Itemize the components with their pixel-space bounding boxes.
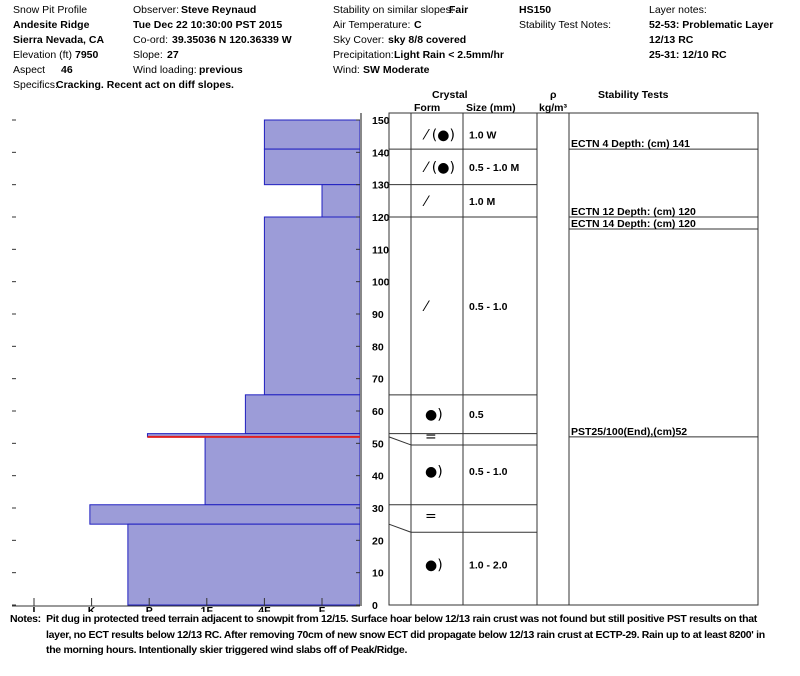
crystal-form-symbol: ⁄ (422, 194, 430, 210)
specifics-label: Specifics: (13, 79, 58, 91)
slope: 27 (167, 49, 179, 61)
stability-test-label: ECTN 4 Depth: (cm) 141 (571, 138, 690, 150)
y-tick-label: 40 (372, 471, 384, 483)
crystal-form-symbol: ●) (425, 464, 443, 480)
y-tick-label: 110 (372, 244, 389, 256)
aspect-label: Aspect (13, 64, 46, 76)
notes-text: Pit dug in protected treed terrain adjac… (46, 613, 765, 656)
crystal-form-symbol: = (425, 429, 437, 445)
stability-label: Stability on similar slopes: (333, 4, 454, 16)
y-tick-label: 60 (372, 406, 384, 418)
y-tick-label: 30 (372, 503, 384, 515)
hardness-tick-label: 4F (258, 605, 271, 612)
layer-connector (388, 436, 412, 446)
layer-connector (388, 523, 412, 533)
snow-profile-chart: 0 10 20 30 40 50 60 70 80 90 100 110 120 130 140 150 I K P… (12, 112, 759, 612)
precip: Light Rain < 2.5mm/hr (394, 49, 504, 61)
air-temp: C (414, 19, 422, 31)
y-tick-label: 100 (372, 277, 390, 289)
title: Snow Pit Profile (13, 4, 88, 16)
observer: Steve Reynaud (181, 4, 257, 16)
crystal-size: 0.5 - 1.0 (469, 466, 508, 478)
air-temp-label: Air Temperature: (333, 19, 411, 31)
crystal-size: 0.5 - 1.0 M (469, 162, 519, 174)
y-tick-label: 130 (372, 180, 390, 192)
notes-label: Notes: (10, 613, 41, 625)
slope-label: Slope: (133, 49, 163, 61)
layer-note: 25-31: 12/10 RC (649, 49, 727, 61)
coord: 39.35036 N 120.36339 W (172, 34, 292, 46)
y-tick-label: 90 (372, 309, 384, 321)
rho-header: ρ (550, 89, 557, 101)
crystal-form-symbol: = (425, 508, 437, 524)
crystal-header: Crystal (432, 89, 468, 101)
region: Sierra Nevada, CA (13, 34, 105, 46)
sky: sky 8/8 covered (388, 34, 467, 46)
hardness-tick-label: K (88, 605, 96, 612)
crystal-form-symbol: ●) (425, 407, 443, 423)
stability-test-label: ECTN 14 Depth: (cm) 120 (571, 218, 696, 230)
hardness-tick-label: 1F (201, 605, 214, 612)
wind: SW Moderate (363, 64, 430, 76)
y-tick-label: 140 (372, 147, 390, 159)
crystal-size: 0.5 (469, 409, 484, 421)
hardness-tick-label: F (319, 605, 326, 612)
hardness-bar (263, 148, 361, 186)
hardness-bar (244, 394, 361, 435)
y-tick-label: 70 (372, 374, 384, 386)
specifics: Cracking. Recent act on diff slopes. (56, 79, 234, 91)
elevation-label: Elevation (ft) (13, 49, 72, 61)
form-header: Form (414, 102, 441, 114)
hardness-bar (204, 436, 361, 506)
elevation: 7950 (75, 49, 99, 61)
hardness-tick-label: P (146, 605, 153, 612)
crystal-form-symbol: ⁄ (●) (422, 160, 455, 176)
size-header: Size (mm) (466, 102, 516, 114)
y-tick-label: 150 (372, 115, 390, 127)
hardness-bar (321, 184, 361, 218)
y-tick-label: 80 (372, 341, 384, 353)
y-tick-label: 50 (372, 438, 384, 450)
hs: HS150 (519, 4, 552, 16)
density-header: kg/m³ (539, 102, 568, 114)
hardness-bar (263, 216, 361, 396)
crystal-form-symbol: ●) (425, 558, 443, 574)
stability-test-notes-label: Stability Test Notes: (519, 19, 612, 31)
y-tick-label: 0 (372, 600, 378, 612)
y-tick-label: 10 (372, 568, 384, 580)
hardness-bar (127, 523, 361, 606)
coord-label: Co-ord: (133, 34, 169, 46)
wind-label: Wind: (333, 64, 360, 76)
datetime: Tue Dec 22 10:30:00 PST 2015 (133, 19, 283, 31)
stability-test-label: ECTN 12 Depth: (cm) 120 (571, 206, 696, 218)
hardness-bar (89, 504, 361, 525)
layer-note: 12/13 RC (649, 34, 694, 46)
crystal-size: 1.0 M (469, 196, 496, 208)
layer-note: 52-53: Problematic Layer (649, 19, 774, 31)
stability-tests-header: Stability Tests (598, 89, 669, 101)
stability-test-label: PST25/100(End),(cm)52 (571, 426, 687, 438)
y-tick-label: 20 (372, 535, 384, 547)
wind-loading-label: Wind loading: (133, 64, 197, 76)
table-border (388, 112, 759, 606)
hardness-bar (263, 119, 361, 150)
y-tick-label: 120 (372, 212, 390, 224)
observer-label: Observer: (133, 4, 180, 16)
aspect: 46 (61, 64, 73, 76)
crystal-form-symbol: ⁄ (422, 299, 430, 315)
notes: Notes: Pit dug in protected treed terrai… (10, 612, 780, 659)
precip-label: Precipitation: (333, 49, 394, 61)
location: Andesite Ridge (13, 19, 90, 31)
wind-loading: previous (199, 64, 243, 76)
crystal-size: 0.5 - 1.0 (469, 301, 508, 313)
hardness-tick-label: I (33, 605, 36, 612)
crystal-size: 1.0 W (469, 130, 497, 142)
stability: Fair (449, 4, 469, 16)
sky-label: Sky Cover: (333, 34, 385, 46)
layer-notes-label: Layer notes: (649, 4, 707, 16)
crystal-size: 1.0 - 2.0 (469, 560, 508, 572)
crystal-form-symbol: ⁄ (●) (422, 128, 455, 144)
